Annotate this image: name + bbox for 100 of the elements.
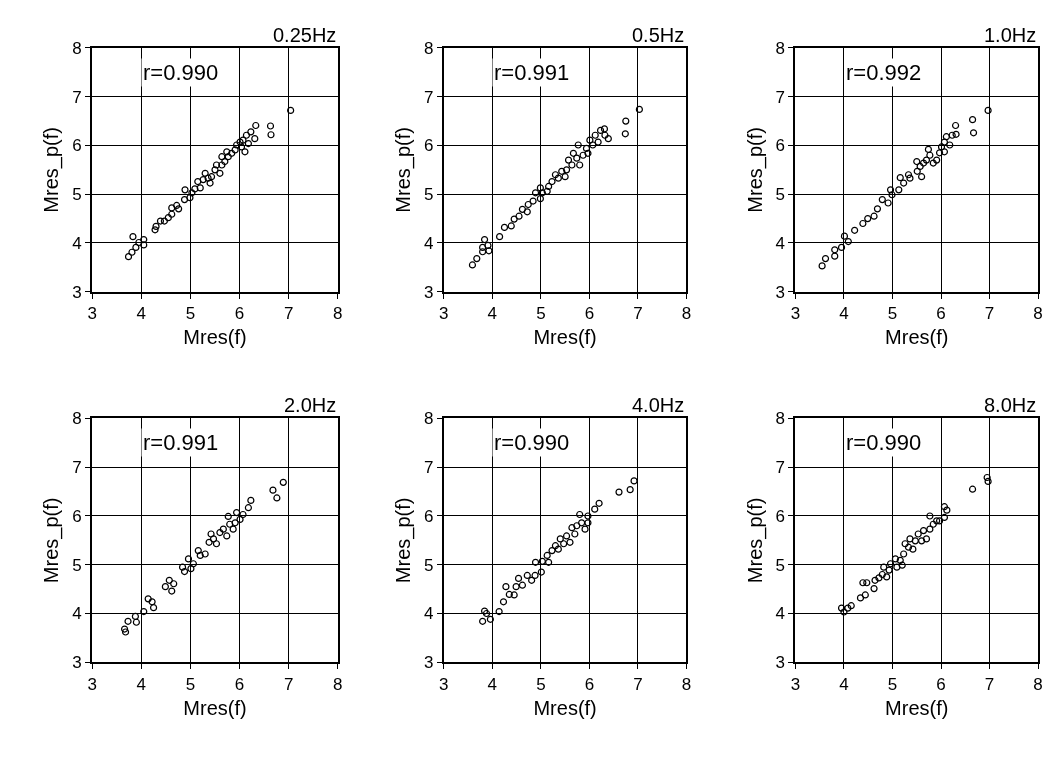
point <box>515 212 523 220</box>
point <box>266 122 275 130</box>
point <box>538 557 546 565</box>
x-tick-label: 8 <box>681 304 692 324</box>
point <box>226 520 234 528</box>
y-tick-label: 4 <box>423 604 434 624</box>
y-tick-label: 5 <box>775 555 786 575</box>
x-axis-title: Mres(f) <box>885 326 949 349</box>
point <box>571 530 579 538</box>
point <box>518 581 527 589</box>
point <box>140 235 148 244</box>
x-tick-label: 4 <box>487 674 498 694</box>
point <box>510 591 518 599</box>
point <box>551 542 560 550</box>
point <box>895 186 903 194</box>
y-tick-label: 3 <box>72 282 82 302</box>
point <box>863 579 871 587</box>
point <box>124 617 132 625</box>
point <box>196 184 204 192</box>
point <box>189 560 197 568</box>
point <box>480 235 489 244</box>
point <box>968 116 977 124</box>
point <box>886 560 895 568</box>
point <box>579 151 587 159</box>
point <box>913 167 921 175</box>
point <box>554 545 562 553</box>
point <box>132 243 140 251</box>
point <box>940 138 949 146</box>
y-tick-label: 6 <box>72 506 82 526</box>
point <box>199 176 207 184</box>
point <box>241 148 249 156</box>
point <box>837 604 846 612</box>
point <box>233 508 241 517</box>
point <box>904 543 913 551</box>
point <box>916 162 924 171</box>
point <box>502 583 510 591</box>
chart-title: 4.0Hz <box>632 394 685 416</box>
point <box>904 171 913 179</box>
annotation: r=0.991 <box>494 60 570 85</box>
point <box>287 106 295 114</box>
y-tick-label: 7 <box>775 87 786 107</box>
point <box>837 243 846 251</box>
point <box>484 241 492 250</box>
y-axis-title: Mres_p(f) <box>391 497 415 584</box>
point <box>156 217 165 225</box>
point <box>201 550 209 558</box>
chart-title: 1.0Hz <box>984 24 1037 46</box>
y-tick-label: 7 <box>72 458 82 478</box>
point <box>204 174 212 182</box>
point <box>926 151 934 159</box>
x-tick-label: 3 <box>87 304 97 324</box>
x-tick-label: 5 <box>536 674 546 694</box>
point <box>871 576 879 584</box>
point <box>831 252 839 260</box>
point <box>935 517 944 525</box>
point <box>207 173 216 181</box>
point <box>273 494 281 502</box>
x-tick-label: 5 <box>185 674 196 694</box>
point <box>914 530 922 538</box>
point <box>178 563 187 571</box>
point <box>573 154 581 162</box>
y-axis-title: Mres_p(f) <box>391 127 415 213</box>
x-tick-label: 6 <box>584 304 595 324</box>
y-tick-label: 3 <box>423 653 434 673</box>
point <box>929 159 937 167</box>
point <box>913 157 921 166</box>
point <box>924 145 932 153</box>
point <box>129 233 137 241</box>
point <box>935 149 944 157</box>
point <box>247 496 255 504</box>
point <box>236 138 244 146</box>
point <box>244 139 252 148</box>
point <box>216 169 224 177</box>
point <box>560 540 568 548</box>
point <box>562 532 571 540</box>
x-tick-label: 8 <box>333 304 343 324</box>
point <box>518 205 527 213</box>
point <box>252 121 260 130</box>
y-tick-label: 5 <box>72 555 82 575</box>
point <box>885 566 893 574</box>
point <box>943 506 951 514</box>
point <box>922 156 931 164</box>
point <box>480 607 489 615</box>
point <box>507 222 515 230</box>
point <box>132 618 140 626</box>
point <box>968 485 977 493</box>
y-tick-label: 7 <box>423 87 434 107</box>
point <box>124 253 133 261</box>
x-tick-label: 7 <box>633 304 643 324</box>
point <box>937 143 946 151</box>
chart-title: 8.0Hz <box>984 394 1037 416</box>
point <box>216 528 224 537</box>
point <box>900 179 908 187</box>
point <box>244 504 252 512</box>
point <box>870 585 878 593</box>
x-tick-label: 5 <box>887 304 898 324</box>
point <box>164 214 172 222</box>
point <box>594 138 602 146</box>
point <box>818 262 826 270</box>
x-tick-label: 5 <box>536 304 546 324</box>
